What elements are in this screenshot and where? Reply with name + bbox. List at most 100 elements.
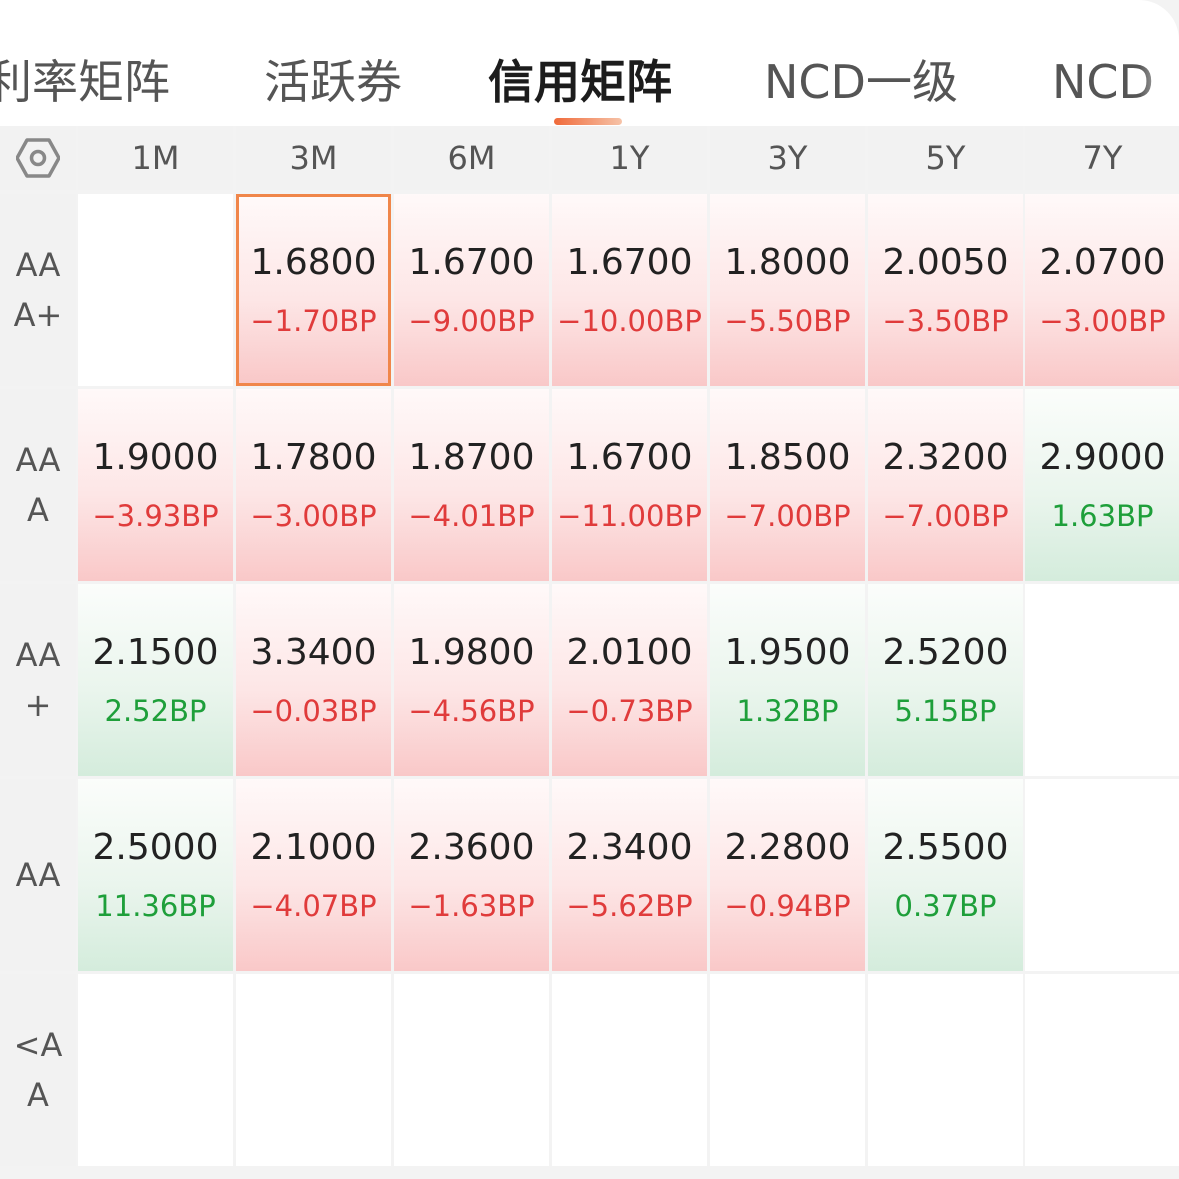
yield-value: 1.8700 xyxy=(408,437,535,478)
matrix-cell[interactable]: 2.0700 −3.00BP xyxy=(1025,194,1179,386)
empty-cell xyxy=(394,974,549,1166)
yield-value: 2.0100 xyxy=(566,632,693,673)
matrix-cell[interactable]: 1.6700 −10.00BP xyxy=(552,194,707,386)
matrix-cell[interactable]: 1.8700 −4.01BP xyxy=(394,389,549,581)
empty-cell xyxy=(236,974,391,1166)
yield-change: −7.00BP xyxy=(724,499,851,533)
yield-change: 0.37BP xyxy=(894,889,997,923)
yield-change: −1.70BP xyxy=(250,304,377,338)
tab-ncd[interactable]: NCD xyxy=(1052,55,1154,109)
yield-value: 2.5500 xyxy=(882,827,1009,868)
matrix-cell[interactable]: 2.2800 −0.94BP xyxy=(710,779,865,971)
yield-value: 2.3200 xyxy=(882,437,1009,478)
yield-value: 2.0700 xyxy=(1039,242,1166,283)
row-label: <A A xyxy=(0,974,76,1166)
column-header-3m: 3M xyxy=(236,126,391,190)
column-header-7y: 7Y xyxy=(1025,126,1179,190)
yield-value: 2.2800 xyxy=(724,827,851,868)
matrix-cell[interactable]: 3.3400 −0.03BP xyxy=(236,584,391,776)
yield-value: 1.9800 xyxy=(408,632,535,673)
matrix-cell[interactable]: 1.9800 −4.56BP xyxy=(394,584,549,776)
yield-value: 1.6700 xyxy=(408,242,535,283)
yield-change: −4.56BP xyxy=(408,694,535,728)
row-label-line: A xyxy=(27,1076,49,1114)
empty-cell xyxy=(710,974,865,1166)
tab-ncd-primary[interactable]: NCD一级 xyxy=(764,55,958,109)
matrix-cell[interactable]: 2.3400 −5.62BP xyxy=(552,779,707,971)
row-label-line: AA xyxy=(15,856,61,894)
row-label: AA + xyxy=(0,584,76,776)
tab-scroll-fade xyxy=(1139,40,1179,120)
yield-change: 1.32BP xyxy=(736,694,839,728)
yield-value: 2.5000 xyxy=(92,827,219,868)
matrix-cell[interactable]: 2.5500 0.37BP xyxy=(868,779,1023,971)
yield-change: −4.07BP xyxy=(250,889,377,923)
matrix-cell[interactable]: 2.0100 −0.73BP xyxy=(552,584,707,776)
yield-change: −0.03BP xyxy=(250,694,377,728)
yield-change: −9.00BP xyxy=(408,304,535,338)
yield-value: 1.9500 xyxy=(724,632,851,673)
tab-credit-matrix[interactable]: 信用矩阵 xyxy=(488,55,672,109)
yield-change: −0.94BP xyxy=(724,889,851,923)
matrix-cell[interactable]: 2.0050 −3.50BP xyxy=(868,194,1023,386)
yield-value: 2.3400 xyxy=(566,827,693,868)
yield-change: −10.00BP xyxy=(557,304,702,338)
yield-change: −11.00BP xyxy=(557,499,702,533)
row-label-line: + xyxy=(24,686,52,724)
row-label-line: A xyxy=(27,491,49,529)
column-header-1y: 1Y xyxy=(552,126,707,190)
yield-value: 2.1000 xyxy=(250,827,377,868)
yield-value: 1.8000 xyxy=(724,242,851,283)
yield-change: −3.93BP xyxy=(92,499,219,533)
yield-value: 1.6700 xyxy=(566,242,693,283)
empty-cell xyxy=(552,974,707,1166)
yield-change: −3.50BP xyxy=(882,304,1009,338)
yield-change: 5.15BP xyxy=(894,694,997,728)
yield-value: 1.6700 xyxy=(566,437,693,478)
matrix-cell[interactable]: 1.6700 −9.00BP xyxy=(394,194,549,386)
matrix-cell[interactable]: 1.8000 −5.50BP xyxy=(710,194,865,386)
matrix-cell[interactable]: 1.8500 −7.00BP xyxy=(710,389,865,581)
column-header-6m: 6M xyxy=(394,126,549,190)
empty-cell xyxy=(78,974,233,1166)
matrix-cell[interactable]: 1.9500 1.32BP xyxy=(710,584,865,776)
tab-rate-matrix[interactable]: 利率矩阵 xyxy=(0,55,170,109)
empty-cell xyxy=(1025,779,1179,971)
yield-change: 1.63BP xyxy=(1051,499,1154,533)
column-header-1m: 1M xyxy=(78,126,233,190)
yield-value: 1.6800 xyxy=(250,242,377,283)
empty-cell xyxy=(78,194,233,386)
matrix-cell[interactable]: 1.9000 −3.93BP xyxy=(78,389,233,581)
yield-value: 3.3400 xyxy=(250,632,377,673)
credit-matrix-grid: 1M 3M 6M 1Y 3Y 5Y 7Y AA A+ 1.6800 −1.70BP 1.6700 −9.… xyxy=(0,126,1179,1179)
yield-value: 1.8500 xyxy=(724,437,851,478)
yield-change: 11.36BP xyxy=(95,889,216,923)
row-label-line: <A xyxy=(13,1026,63,1064)
column-header-5y: 5Y xyxy=(868,126,1023,190)
matrix-cell[interactable]: 1.7800 −3.00BP xyxy=(236,389,391,581)
yield-change: −5.62BP xyxy=(566,889,693,923)
matrix-cell[interactable]: 1.6800 −1.70BP xyxy=(236,194,391,386)
row-label-line: AA xyxy=(15,441,61,479)
yield-value: 1.9000 xyxy=(92,437,219,478)
empty-cell xyxy=(1025,584,1179,776)
yield-value: 2.9000 xyxy=(1039,437,1166,478)
tab-active-bonds[interactable]: 活跃券 xyxy=(264,55,402,109)
yield-change: −7.00BP xyxy=(882,499,1009,533)
matrix-cell[interactable]: 2.5200 5.15BP xyxy=(868,584,1023,776)
matrix-cell[interactable]: 2.1500 2.52BP xyxy=(78,584,233,776)
tab-bar: 利率矩阵 活跃券 信用矩阵 NCD一级 NCD xyxy=(0,0,1179,126)
matrix-cell[interactable]: 2.9000 1.63BP xyxy=(1025,389,1179,581)
matrix-cell[interactable]: 2.1000 −4.07BP xyxy=(236,779,391,971)
matrix-cell[interactable]: 2.3600 −1.63BP xyxy=(394,779,549,971)
empty-cell xyxy=(868,974,1023,1166)
row-label-line: AA xyxy=(15,636,61,674)
yield-change: −1.63BP xyxy=(408,889,535,923)
yield-change: −4.01BP xyxy=(408,499,535,533)
settings-button[interactable] xyxy=(0,126,76,190)
matrix-cell[interactable]: 2.5000 11.36BP xyxy=(78,779,233,971)
matrix-cell[interactable]: 2.3200 −7.00BP xyxy=(868,389,1023,581)
yield-change: −0.73BP xyxy=(566,694,693,728)
row-label-line: A+ xyxy=(13,296,63,334)
matrix-cell[interactable]: 1.6700 −11.00BP xyxy=(552,389,707,581)
